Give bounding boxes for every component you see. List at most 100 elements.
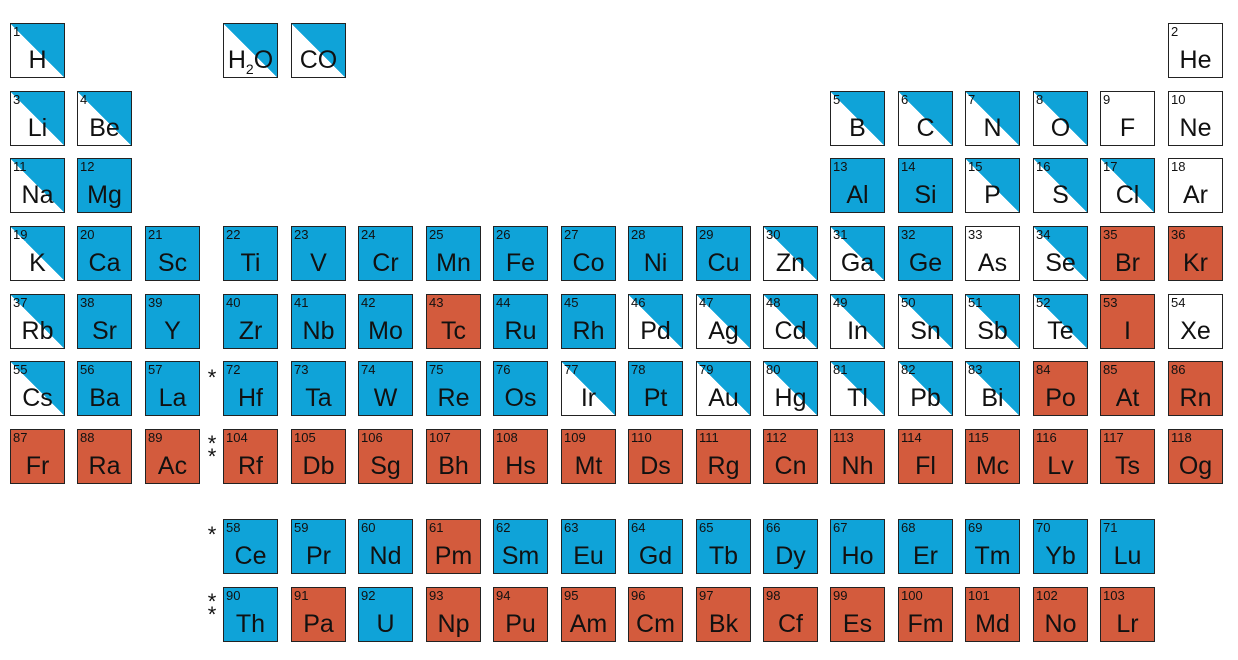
element-symbol: Lr bbox=[1116, 610, 1139, 638]
element-cell-99: 99 Es bbox=[830, 587, 885, 642]
element-symbol: Og bbox=[1178, 452, 1213, 480]
element-cell-115: 115 Mc bbox=[965, 429, 1020, 484]
element-cell-2: 2 He bbox=[1168, 23, 1223, 78]
element-cell-21: 21 Sc bbox=[145, 226, 200, 281]
element-cell-106: 106 Sg bbox=[358, 429, 413, 484]
atomic-number: 108 bbox=[496, 430, 518, 445]
atomic-number: 87 bbox=[13, 430, 28, 445]
atomic-number: 110 bbox=[631, 430, 652, 445]
element-cell-42: 42 Mo bbox=[358, 294, 413, 349]
element-cell-48: 48 Cd bbox=[763, 294, 818, 349]
element-symbol: Np bbox=[437, 610, 470, 638]
element-cell-40: 40 Zr bbox=[223, 294, 278, 349]
element-cell-29: 29 Cu bbox=[696, 226, 751, 281]
element-cell-96: 96 Cm bbox=[628, 587, 683, 642]
element-cell-12: 12 Mg bbox=[77, 158, 132, 213]
element-cell-78: 78 Pt bbox=[628, 361, 683, 416]
element-symbol: Tm bbox=[974, 542, 1011, 570]
atomic-number: 117 bbox=[1103, 430, 1124, 445]
atomic-number: 61 bbox=[429, 520, 444, 535]
element-symbol: Zn bbox=[775, 249, 806, 277]
element-cell-92: 92 U bbox=[358, 587, 413, 642]
atomic-number: 6 bbox=[901, 92, 909, 107]
atomic-number: 68 bbox=[901, 520, 916, 535]
element-symbol: Rh bbox=[572, 317, 605, 345]
atomic-number: 23 bbox=[294, 227, 309, 242]
element-symbol: Lu bbox=[1113, 542, 1142, 570]
atomic-number: 31 bbox=[833, 227, 848, 242]
atomic-number: 73 bbox=[294, 362, 309, 377]
element-symbol: Bk bbox=[708, 610, 739, 638]
element-cell-108: 108 Hs bbox=[493, 429, 548, 484]
element-cell-79: 79 Au bbox=[696, 361, 751, 416]
element-cell-14: 14 Si bbox=[898, 158, 953, 213]
element-cell-71: 71 Lu bbox=[1100, 519, 1155, 574]
element-cell-4: 4 Be bbox=[77, 91, 132, 146]
element-cell-27: 27 Co bbox=[561, 226, 616, 281]
atomic-number: 24 bbox=[361, 227, 376, 242]
element-cell-36: 36 Kr bbox=[1168, 226, 1223, 281]
element-symbol: Pm bbox=[434, 542, 473, 570]
atomic-number: 105 bbox=[294, 430, 316, 445]
atomic-number: 44 bbox=[496, 295, 511, 310]
element-symbol: Zr bbox=[238, 317, 263, 345]
lanthanide-marker: * bbox=[207, 365, 217, 390]
atomic-number: 64 bbox=[631, 520, 646, 535]
atomic-number: 109 bbox=[564, 430, 586, 445]
element-cell-62: 62 Sm bbox=[493, 519, 548, 574]
element-symbol: Pd bbox=[640, 317, 671, 345]
atomic-number: 39 bbox=[148, 295, 163, 310]
element-cell-co: CO bbox=[291, 23, 346, 78]
element-cell-116: 116 Lv bbox=[1033, 429, 1088, 484]
atomic-number: 32 bbox=[901, 227, 916, 242]
element-cell-103: 103 Lr bbox=[1100, 587, 1155, 642]
atomic-number: 14 bbox=[901, 159, 916, 174]
element-cell-109: 109 Mt bbox=[561, 429, 616, 484]
element-cell-22: 22 Ti bbox=[223, 226, 278, 281]
element-cell-39: 39 Y bbox=[145, 294, 200, 349]
element-symbol: At bbox=[1115, 384, 1140, 412]
element-symbol: Y bbox=[164, 317, 181, 345]
atomic-number: 8 bbox=[1036, 92, 1044, 107]
element-symbol: Mc bbox=[975, 452, 1010, 480]
element-symbol: Tl bbox=[847, 384, 868, 412]
element-cell-74: 74 W bbox=[358, 361, 413, 416]
atomic-number: 115 bbox=[968, 430, 989, 445]
atomic-number: 84 bbox=[1036, 362, 1051, 377]
element-symbol: Al bbox=[846, 181, 869, 209]
element-cell-95: 95 Am bbox=[561, 587, 616, 642]
atomic-number: 56 bbox=[80, 362, 95, 377]
element-symbol: Cu bbox=[707, 249, 740, 277]
element-symbol: Nb bbox=[302, 317, 335, 345]
atomic-number: 106 bbox=[361, 430, 383, 445]
atomic-number: 11 bbox=[13, 159, 27, 174]
atomic-number: 75 bbox=[429, 362, 444, 377]
element-cell-13: 13 Al bbox=[830, 158, 885, 213]
atomic-number: 50 bbox=[901, 295, 916, 310]
element-cell-35: 35 Br bbox=[1100, 226, 1155, 281]
atomic-number: 67 bbox=[833, 520, 848, 535]
element-symbol: La bbox=[158, 384, 187, 412]
atomic-number: 58 bbox=[226, 520, 241, 535]
element-symbol: Na bbox=[21, 181, 54, 209]
atomic-number: 107 bbox=[429, 430, 451, 445]
atomic-number: 63 bbox=[564, 520, 579, 535]
atomic-number: 71 bbox=[1103, 520, 1118, 535]
element-symbol: Cm bbox=[636, 610, 675, 638]
element-symbol: Fm bbox=[907, 610, 944, 638]
atomic-number: 43 bbox=[429, 295, 444, 310]
element-symbol: Ir bbox=[580, 384, 597, 412]
element-symbol: Ba bbox=[89, 384, 120, 412]
element-symbol: Au bbox=[708, 384, 739, 412]
atomic-number: 38 bbox=[80, 295, 95, 310]
element-symbol: Hf bbox=[238, 384, 263, 412]
element-symbol: Gd bbox=[638, 542, 673, 570]
atomic-number: 74 bbox=[361, 362, 376, 377]
element-symbol: Cs bbox=[22, 384, 53, 412]
element-cell-93: 93 Np bbox=[426, 587, 481, 642]
atomic-number: 51 bbox=[968, 295, 983, 310]
element-cell-69: 69 Tm bbox=[965, 519, 1020, 574]
element-symbol: B bbox=[849, 114, 866, 142]
